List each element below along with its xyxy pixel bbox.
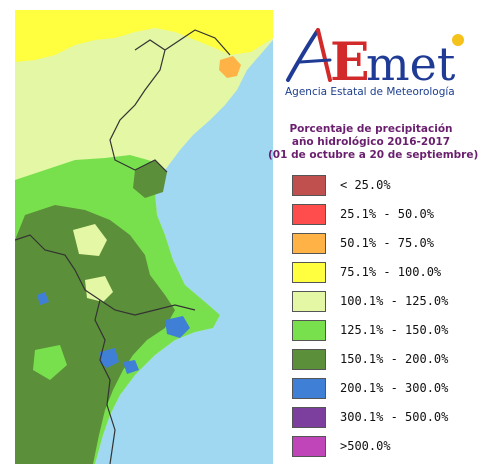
- legend-label: 100.1% - 125.0%: [340, 294, 449, 308]
- legend-title-line-1: Porcentaje de precipitación: [289, 123, 453, 135]
- patch-pale-2: [85, 276, 113, 302]
- logo-a-crossbar: [298, 58, 332, 64]
- legend-label: < 25.0%: [340, 178, 391, 192]
- legend-item: 75.1% - 100.0%: [292, 262, 472, 283]
- legend-label: 200.1% - 300.0%: [340, 381, 449, 395]
- region-orange: [219, 56, 241, 78]
- legend-swatch: [292, 349, 326, 370]
- legend-title: Porcentaje de precipitación año hidrológ…: [268, 123, 479, 162]
- logo-a-red-stroke: [316, 28, 332, 82]
- legend-swatch: [292, 378, 326, 399]
- legend-title-line-3: (01 de octubre a 20 de septiembre): [268, 149, 479, 161]
- legend-item: 300.1% - 500.0%: [292, 407, 472, 428]
- legend-item: 50.1% - 75.0%: [292, 233, 472, 254]
- region-yellow: [15, 10, 273, 62]
- legend-swatch: [292, 262, 326, 283]
- province-border-middle: [15, 234, 196, 316]
- legend-label: 75.1% - 100.0%: [340, 265, 442, 279]
- legend-swatch: [292, 204, 326, 225]
- patch-blue-2: [99, 348, 119, 368]
- map-svg: [15, 10, 273, 464]
- legend-swatch: [292, 175, 326, 196]
- legend-title-line-2: año hidrológico 2016-2017: [291, 136, 451, 148]
- aemet-logo: E met: [278, 22, 478, 102]
- province-border-north: [109, 29, 231, 173]
- logo-a-blue-stroke: [286, 28, 320, 82]
- legend-label: 25.1% - 50.0%: [340, 207, 434, 221]
- patch-pale-1: [73, 224, 107, 256]
- legend-label: 50.1% - 75.0%: [340, 236, 434, 250]
- legend-label: >500.0%: [340, 439, 391, 453]
- legend-label: 150.1% - 200.0%: [340, 352, 449, 366]
- legend-item: 200.1% - 300.0%: [292, 378, 472, 399]
- precipitation-map: [15, 10, 273, 464]
- legend-item: 100.1% - 125.0%: [292, 291, 472, 312]
- patch-blue-4: [37, 292, 49, 305]
- legend-swatch: [292, 407, 326, 428]
- patch-light-1: [33, 345, 67, 380]
- region-dark-green: [15, 205, 175, 464]
- legend-item: 25.1% - 50.0%: [292, 204, 472, 225]
- legend-swatch: [292, 320, 326, 341]
- province-border-south: [94, 299, 116, 464]
- agency-name: Agencia Estatal de Meteorología: [285, 86, 455, 98]
- legend-label: 300.1% - 500.0%: [340, 410, 449, 424]
- legend-item: < 25.0%: [292, 175, 472, 196]
- logo-e: E: [330, 32, 370, 88]
- legend-swatch: [292, 291, 326, 312]
- legend-item: >500.0%: [292, 436, 472, 457]
- logo-met: met: [366, 37, 456, 88]
- legend-swatch: [292, 436, 326, 457]
- legend-swatch: [292, 233, 326, 254]
- logo-dot: [452, 34, 464, 46]
- legend-item: 125.1% - 150.0%: [292, 320, 472, 341]
- legend-label: 125.1% - 150.0%: [340, 323, 449, 337]
- aemet-logo-svg: E met: [286, 28, 464, 93]
- region-dark-green-north: [133, 160, 167, 198]
- legend-item: 150.1% - 200.0%: [292, 349, 472, 370]
- patch-blue-1: [165, 316, 190, 338]
- patch-blue-3: [123, 360, 139, 374]
